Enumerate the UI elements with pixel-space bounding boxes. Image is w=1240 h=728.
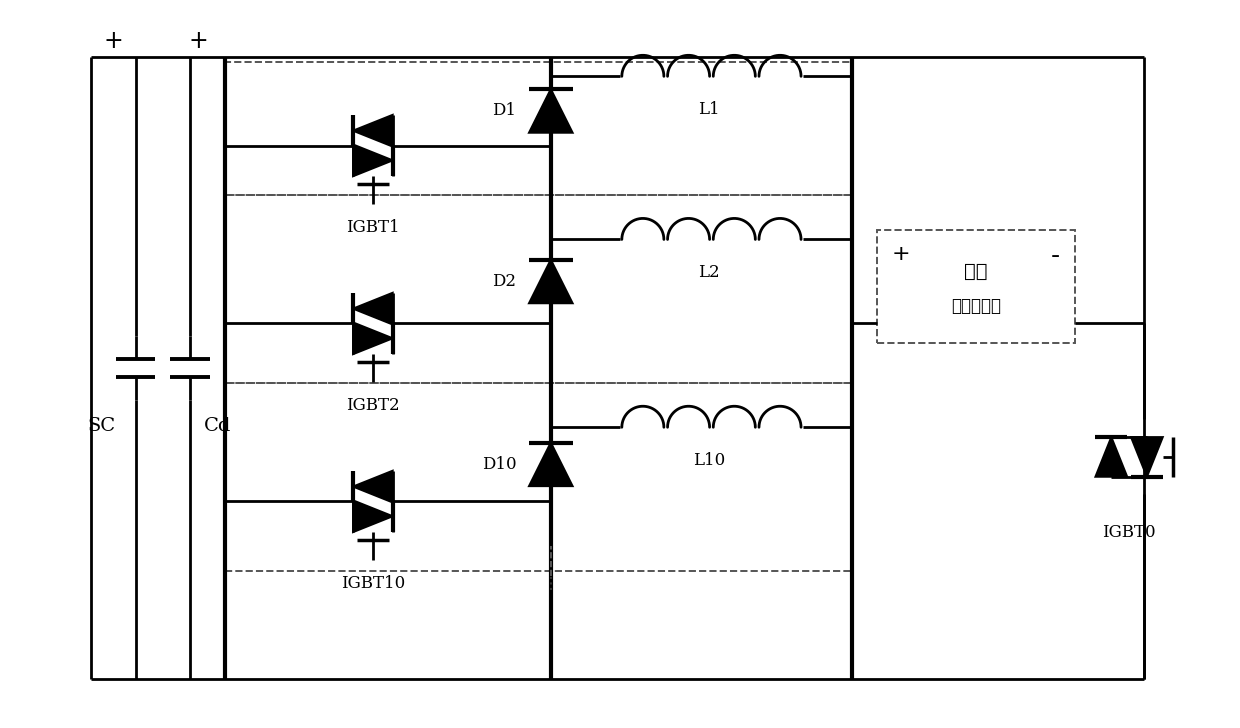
- Polygon shape: [353, 471, 393, 502]
- Polygon shape: [529, 260, 573, 303]
- Text: IGBT1: IGBT1: [346, 218, 399, 236]
- Text: +: +: [188, 28, 208, 52]
- Text: SC: SC: [87, 417, 115, 435]
- Polygon shape: [1095, 437, 1127, 477]
- Bar: [224, 195, 852, 383]
- Bar: [224, 61, 852, 195]
- Polygon shape: [353, 323, 393, 354]
- Polygon shape: [529, 90, 573, 132]
- Text: L2: L2: [698, 264, 719, 281]
- Text: L1: L1: [698, 101, 719, 118]
- Text: IGBT2: IGBT2: [346, 397, 399, 414]
- Polygon shape: [353, 500, 393, 532]
- Text: Cd: Cd: [203, 417, 232, 435]
- Polygon shape: [353, 115, 393, 146]
- Text: D2: D2: [492, 273, 516, 290]
- Text: （离子源）: （离子源）: [951, 298, 1001, 314]
- Text: D10: D10: [481, 456, 516, 473]
- Text: +: +: [104, 28, 124, 52]
- Text: -: -: [1050, 245, 1060, 269]
- Polygon shape: [353, 145, 393, 176]
- Bar: [877, 229, 1075, 343]
- Text: 负载: 负载: [965, 263, 987, 280]
- Polygon shape: [1131, 437, 1163, 477]
- Bar: [224, 383, 852, 571]
- Text: D1: D1: [492, 103, 516, 119]
- Text: +: +: [892, 245, 910, 264]
- Text: IGBT10: IGBT10: [341, 574, 405, 592]
- Polygon shape: [353, 293, 393, 325]
- Text: L10: L10: [693, 452, 725, 469]
- Polygon shape: [529, 443, 573, 486]
- Text: IGBT0: IGBT0: [1102, 524, 1156, 541]
